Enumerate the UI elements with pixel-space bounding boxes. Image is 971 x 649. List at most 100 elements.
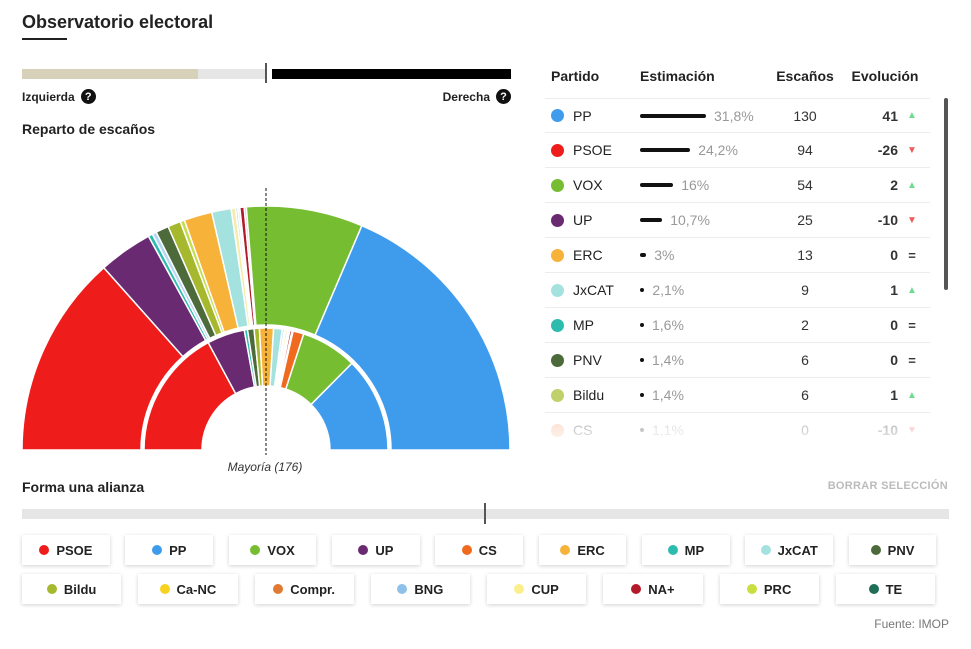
party-dot [551,143,564,157]
chip-row-2: Bildu Ca-NC Compr. BNG CUP NA+ PRC TE [22,574,952,604]
seats-value: 9 [801,282,809,298]
evolution-value: 41 [882,107,898,124]
estimate-cell: 1,1% [640,422,775,438]
table-scrollbar[interactable] [944,98,948,290]
party-name: JxCAT [573,282,614,298]
party-dot [551,248,564,262]
party-cell: PP [545,108,640,124]
chip-label: Ca-NC [176,581,217,597]
chip-label: PP [169,542,187,558]
chip-label: ERC [577,542,605,558]
alliance-chip-prc[interactable]: PRC [719,574,819,604]
chip-dot [870,545,881,555]
help-icon[interactable]: ? [80,89,96,104]
alliance-chip-up[interactable]: UP [331,535,420,565]
estimate-value: 1,1% [652,422,684,438]
alliance-chip-na[interactable]: NA+ [603,574,703,604]
chip-dot [46,584,57,594]
seats-value: 6 [801,387,809,403]
table-row: PP 31,8% 130 41 ▲ [545,98,930,133]
party-name: UP [573,212,593,228]
evolution-cell: 0 = [835,352,930,368]
alliance-chip-psoe[interactable]: PSOE [22,535,110,565]
evolution-value: -10 [877,422,898,438]
alliance-chip-bildu[interactable]: Bildu [22,574,122,604]
alliance-chip-ca-nc[interactable]: Ca-NC [138,574,238,604]
chip-label: BNG [414,581,444,597]
estimate-bar [640,253,647,257]
chip-label: PSOE [56,542,93,558]
alliance-chip-compr[interactable]: Compr. [254,574,354,604]
seats-value: 94 [797,142,813,158]
estimate-bar [640,323,644,327]
ideology-left-label: Izquierda ? [22,89,96,104]
table-row: MP 1,6% 2 0 = [545,308,930,343]
party-cell: PNV [545,352,640,368]
trend-up-icon: ▲ [907,284,917,296]
trend-up-icon: ▲ [907,179,917,191]
table-body[interactable]: PP 31,8% 130 41 ▲ PSOE 24,2% 94 -26 ▼ VO… [545,98,930,450]
party-cell: Bildu [545,387,640,403]
alliance-chip-pnv[interactable]: PNV [848,535,937,565]
chip-dot [39,545,50,555]
party-cell: UP [545,212,640,228]
ideology-bar [22,63,511,83]
estimate-bar [640,393,644,397]
chip-label: MP [684,542,705,558]
help-icon[interactable]: ? [496,89,511,104]
party-dot [551,318,564,332]
alliance-chip-bng[interactable]: BNG [370,574,470,604]
trend-down-icon: ▼ [907,424,917,436]
estimate-value: 10,7% [670,212,710,228]
chip-dot [461,545,472,555]
chip-dot [159,584,170,594]
estimate-value: 3% [654,247,675,263]
alliance-chip-te[interactable]: TE [835,574,935,604]
party-dot [551,388,564,402]
evolution-cell: 41 ▲ [835,108,930,124]
estimate-cell: 10,7% [640,212,775,228]
trend-up-icon: ▲ [907,389,917,401]
alliance-chip-vox[interactable]: VOX [228,535,317,565]
alliance-chip-cup[interactable]: CUP [487,574,587,604]
table-header: Partido Estimación Escaños Evolución [545,62,930,90]
evolution-cell: 0 = [835,317,930,333]
seats-value: 2 [801,317,809,333]
party-name: VOX [573,177,603,193]
table-row: VOX 16% 54 2 ▲ [545,168,930,203]
alliance-chip-erc[interactable]: ERC [538,535,627,565]
trend-eq-icon: = [908,247,916,263]
party-name: CS [573,422,593,438]
seats-value: 54 [797,177,813,193]
chip-label: CUP [531,581,559,597]
alliance-chip-pp[interactable]: PP [125,535,214,565]
chip-label: PRC [763,581,792,597]
alliance-chip-jxcat[interactable]: JxCAT [745,535,834,565]
hemicycle-chart [21,188,511,455]
estimate-cell: 1,4% [640,387,775,403]
alliance-chip-mp[interactable]: MP [641,535,730,565]
table-row: CS 1,1% 0 -10 ▼ [545,413,930,448]
estimate-value: 1,6% [652,317,684,333]
party-cell: MP [545,317,640,333]
chip-dot [560,545,571,555]
chip-label: Bildu [63,581,97,597]
seats-value: 25 [797,212,813,228]
party-dot [551,283,564,297]
seats-value: 13 [797,247,813,263]
estimate-value: 16% [681,177,710,193]
clear-selection-button[interactable]: BORRAR SELECCIÓN [827,480,948,492]
chip-label: UP [375,542,394,558]
estimate-bar [640,428,644,432]
estimate-value: 24,2% [698,142,738,158]
estimate-bar [640,183,674,187]
party-dot [551,213,564,227]
party-cell: PSOE [545,142,640,158]
party-name: Bildu [573,387,605,403]
evolution-value: 1 [890,387,898,403]
evolution-cell: -26 ▼ [835,142,930,158]
chip-dot [152,545,163,555]
ideology-left-fill [22,69,198,79]
alliance-chip-cs[interactable]: CS [435,535,524,565]
results-table: Partido Estimación Escaños Evolución PP … [545,62,930,450]
